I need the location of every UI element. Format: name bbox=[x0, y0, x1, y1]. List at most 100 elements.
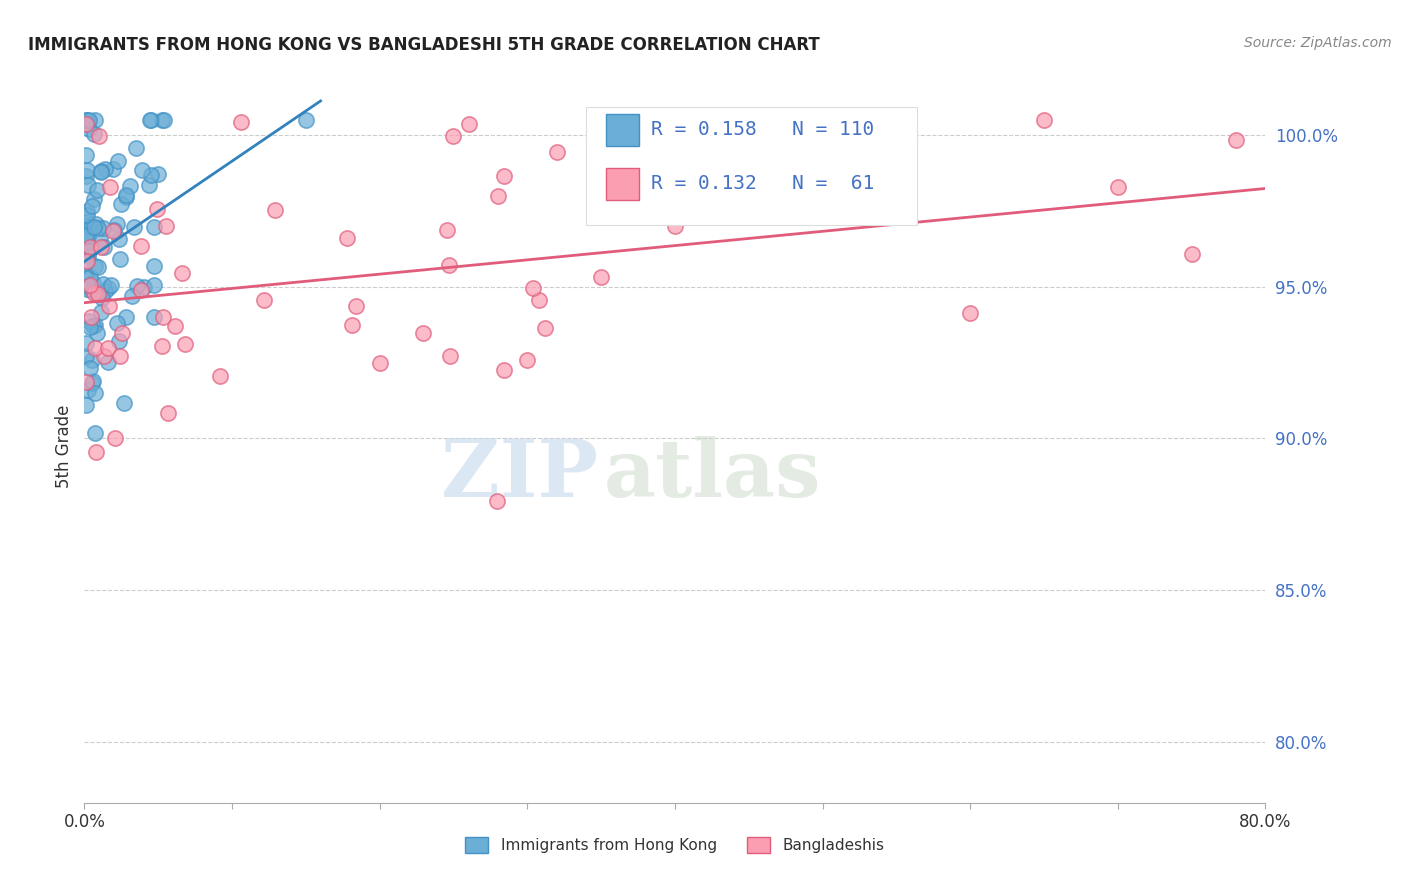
Point bbox=[93, 221, 115, 235]
Point bbox=[82, 374, 104, 388]
Point bbox=[93, 350, 115, 364]
Point bbox=[82, 319, 104, 334]
Point bbox=[98, 299, 121, 313]
Point bbox=[152, 310, 174, 324]
Point bbox=[127, 279, 149, 293]
Point bbox=[111, 326, 134, 340]
Point bbox=[591, 270, 613, 285]
Point bbox=[75, 335, 97, 350]
Point bbox=[412, 326, 434, 341]
Text: Source: ZipAtlas.com: Source: ZipAtlas.com bbox=[1244, 36, 1392, 50]
Point bbox=[82, 276, 104, 290]
Point bbox=[253, 293, 276, 307]
Point bbox=[75, 227, 97, 242]
Point bbox=[101, 161, 124, 176]
Point bbox=[152, 112, 174, 127]
Point bbox=[959, 305, 981, 319]
Point bbox=[75, 349, 97, 363]
Text: atlas: atlas bbox=[605, 435, 821, 514]
Point bbox=[75, 255, 97, 269]
Point bbox=[129, 238, 152, 252]
Point bbox=[75, 271, 97, 285]
Point bbox=[142, 219, 165, 234]
FancyBboxPatch shape bbox=[586, 107, 917, 225]
Point bbox=[143, 259, 166, 273]
Point bbox=[150, 339, 173, 353]
Point bbox=[76, 163, 98, 178]
Point bbox=[97, 341, 120, 355]
Point bbox=[75, 228, 97, 243]
Point bbox=[108, 349, 131, 363]
Point bbox=[87, 128, 110, 143]
Point bbox=[84, 385, 107, 400]
Point bbox=[129, 283, 152, 297]
Text: ZIP: ZIP bbox=[441, 435, 598, 514]
Point bbox=[344, 300, 367, 314]
Point bbox=[75, 112, 97, 127]
Point bbox=[76, 235, 98, 250]
Point bbox=[132, 280, 155, 294]
Point bbox=[75, 219, 97, 233]
Point bbox=[105, 316, 128, 330]
Point bbox=[1181, 247, 1204, 261]
Point bbox=[340, 318, 363, 332]
Point bbox=[77, 112, 100, 127]
Point bbox=[486, 189, 509, 203]
Point bbox=[439, 349, 461, 363]
Point bbox=[108, 232, 131, 246]
Point bbox=[139, 112, 162, 127]
Point bbox=[80, 376, 103, 391]
Point bbox=[75, 398, 97, 412]
Point bbox=[516, 353, 538, 368]
Point bbox=[89, 165, 111, 179]
Point bbox=[76, 112, 98, 127]
Point bbox=[80, 220, 103, 235]
Point bbox=[90, 164, 112, 178]
Point bbox=[443, 128, 465, 143]
Point bbox=[150, 112, 173, 127]
Point bbox=[1033, 112, 1056, 127]
Point bbox=[79, 278, 101, 293]
Point bbox=[79, 270, 101, 285]
Point bbox=[87, 286, 110, 301]
Point bbox=[84, 445, 107, 459]
Point bbox=[86, 183, 108, 197]
Point bbox=[138, 178, 160, 193]
Point bbox=[75, 148, 97, 162]
Point bbox=[80, 284, 103, 298]
Point bbox=[368, 355, 391, 369]
Point bbox=[82, 199, 104, 213]
Point bbox=[139, 168, 162, 182]
Point bbox=[75, 375, 97, 389]
Point bbox=[79, 361, 101, 376]
Point bbox=[165, 318, 187, 333]
Point bbox=[146, 202, 169, 217]
Point bbox=[77, 244, 100, 259]
Point bbox=[77, 279, 100, 293]
Point bbox=[263, 202, 285, 217]
Point bbox=[156, 406, 179, 420]
Point bbox=[94, 285, 117, 299]
FancyBboxPatch shape bbox=[606, 114, 640, 146]
Point bbox=[336, 230, 359, 244]
FancyBboxPatch shape bbox=[606, 168, 640, 200]
Point bbox=[84, 260, 107, 274]
Point bbox=[82, 353, 104, 368]
Point bbox=[121, 289, 143, 303]
Point bbox=[77, 178, 100, 193]
Point bbox=[522, 281, 544, 295]
Point bbox=[77, 121, 100, 136]
Point bbox=[143, 277, 166, 292]
Point bbox=[120, 178, 142, 193]
Point bbox=[811, 112, 834, 127]
Point bbox=[172, 266, 194, 280]
Point bbox=[104, 431, 127, 445]
Point bbox=[97, 354, 120, 368]
Point bbox=[77, 249, 100, 263]
Point bbox=[439, 258, 461, 272]
Point bbox=[527, 293, 550, 307]
Point bbox=[1225, 133, 1247, 147]
Point bbox=[76, 208, 98, 222]
Point bbox=[89, 232, 111, 246]
Point bbox=[1107, 179, 1129, 194]
